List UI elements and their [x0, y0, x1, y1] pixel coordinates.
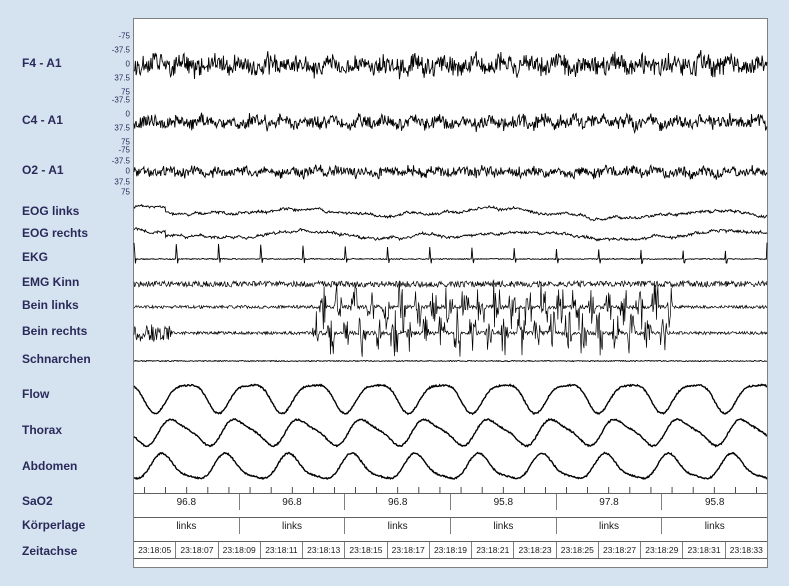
waveform-eog-rechts: [134, 225, 767, 245]
sao2-value: 97.8: [557, 494, 663, 510]
y-tick: -37.5: [112, 96, 130, 105]
channel-label: EMG Kinn: [22, 275, 79, 289]
sao2-value: 96.8: [240, 494, 346, 510]
time-value: 23:18:31: [683, 542, 725, 558]
time-value: 23:18:17: [388, 542, 430, 558]
y-tick: 0: [126, 60, 130, 69]
time-value: 23:18:15: [345, 542, 387, 558]
time-value: 23:18:27: [599, 542, 641, 558]
channel-label: Flow: [22, 387, 49, 401]
sao2-value: 95.8: [662, 494, 767, 510]
y-tick: 37.5: [114, 124, 130, 133]
channel-label: C4 - A1: [22, 113, 63, 127]
waveform-abdomen: [134, 451, 767, 485]
channel-label: Thorax: [22, 423, 62, 437]
channel-label: EOG links: [22, 204, 79, 218]
y-tick: -75: [118, 32, 130, 41]
y-tick: 37.5: [114, 177, 130, 186]
y-tick: 75: [121, 188, 130, 197]
korper-value: links: [557, 518, 663, 534]
waveform-c4-a1: [134, 101, 767, 143]
time-value: 23:18:21: [472, 542, 514, 558]
y-tick: 0: [126, 110, 130, 119]
y-tick: 37.5: [114, 74, 130, 83]
time-value: 23:18:13: [303, 542, 345, 558]
y-tick: -37.5: [112, 156, 130, 165]
korper-value: links: [240, 518, 346, 534]
channel-label: Bein links: [22, 298, 79, 312]
waveform-f4-a1: [134, 37, 767, 93]
waveform-schnarchen: [134, 351, 767, 371]
time-value: 23:18:23: [514, 542, 556, 558]
sao2-value: 96.8: [345, 494, 451, 510]
channel-label: O2 - A1: [22, 163, 64, 177]
korper-label: Körperlage: [22, 518, 85, 532]
channel-label: EOG rechts: [22, 226, 88, 240]
waveform-flow: [134, 379, 767, 413]
time-value: 23:18:25: [557, 542, 599, 558]
korper-value: links: [345, 518, 451, 534]
channel-label: Bein rechts: [22, 324, 87, 338]
y-tick: -75: [118, 146, 130, 155]
waveform-bein-rechts: [134, 321, 767, 345]
channel-label: Schnarchen: [22, 352, 91, 366]
sao2-ticks: [134, 487, 767, 495]
sao2-value: 96.8: [134, 494, 240, 510]
waveform-bein-links: [134, 295, 767, 319]
channel-label: Abdomen: [22, 459, 77, 473]
time-value: 23:18:19: [430, 542, 472, 558]
zeit-label: Zeitachse: [22, 544, 77, 558]
channel-label: EKG: [22, 250, 48, 264]
sao2-value: 95.8: [451, 494, 557, 510]
time-value: 23:18:11: [261, 542, 303, 558]
time-row: 23:18:0523:18:0723:18:0923:18:1123:18:13…: [134, 541, 767, 559]
sao2-row: 96.896.896.895.897.895.8: [134, 493, 767, 510]
korper-row: linkslinkslinkslinkslinkslinks: [134, 517, 767, 534]
waveform-o2-a1: [134, 151, 767, 193]
time-value: 23:18:33: [726, 542, 767, 558]
time-value: 23:18:07: [176, 542, 218, 558]
y-tick: 0: [126, 167, 130, 176]
korper-value: links: [134, 518, 240, 534]
sao2-label: SaO2: [22, 494, 53, 508]
waveform-ekg: [134, 247, 767, 271]
waveform-thorax: [134, 415, 767, 449]
korper-value: links: [451, 518, 557, 534]
channel-label: F4 - A1: [22, 56, 62, 70]
time-value: 23:18:09: [219, 542, 261, 558]
time-value: 23:18:29: [641, 542, 683, 558]
time-value: 23:18:05: [134, 542, 176, 558]
waveform-eog-links: [134, 201, 767, 225]
y-tick: -37.5: [112, 46, 130, 55]
waveform-emg-kinn: [134, 275, 767, 293]
korper-value: links: [662, 518, 767, 534]
